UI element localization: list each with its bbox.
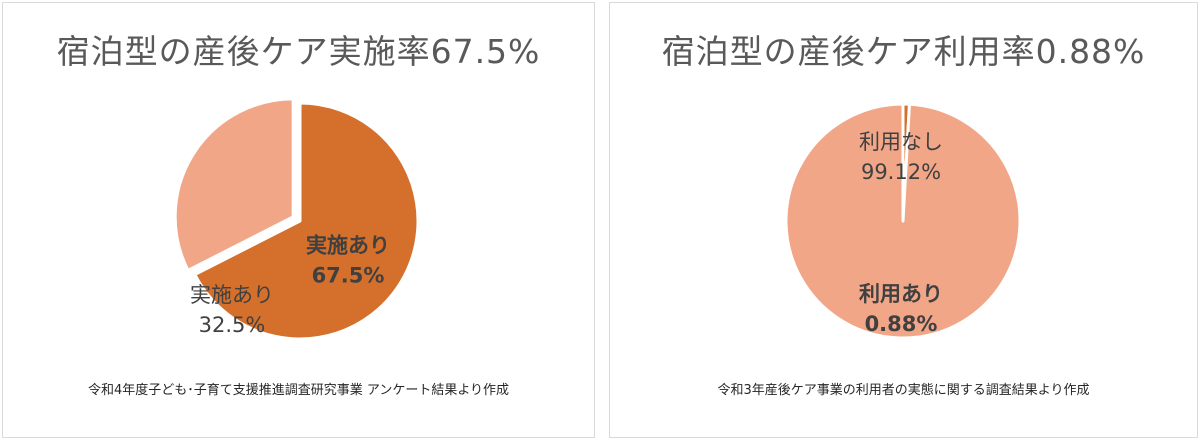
slice-value-label: 0.88% xyxy=(865,312,938,336)
slice-label: 利用あり xyxy=(859,282,943,306)
pie-slice xyxy=(193,101,420,341)
chart-panel-usage: 宿泊型の産後ケア利用率0.88% 利用あり 0.88% 利用なし 99.12% 令和3… xyxy=(609,2,1198,438)
chart-title: 宿泊型の産後ケア実施率67.5% xyxy=(56,32,541,71)
slice-label: 実施あり xyxy=(306,233,390,257)
slice-value-label: 99.12% xyxy=(861,160,941,184)
pie-slice xyxy=(784,102,1022,340)
chart-panel-implementation: 宿泊型の産後ケア実施率67.5% 実施あり 67.5% 実施あり 32.5% 令和4年… xyxy=(2,2,595,438)
slice-value-label: 32.5% xyxy=(199,313,266,337)
source-note: 令和3年産後ケア事業の利用者の実態に関する調査結果より作成 xyxy=(717,383,1090,398)
pie-slice xyxy=(173,97,295,272)
chart-title: 宿泊型の産後ケア利用率0.88% xyxy=(661,32,1146,71)
source-note: 令和4年度子ども･子育て支援推進調査研究事業 アンケート結果より作成 xyxy=(87,383,510,398)
slice-label: 利用なし xyxy=(859,130,943,154)
slice-value-label: 67.5% xyxy=(312,263,385,287)
pie-chart-usage: 利用あり 0.88% 利用なし 99.12% xyxy=(784,102,1022,340)
pie-chart-implementation: 実施あり 67.5% 実施あり 32.5% xyxy=(173,97,420,341)
slice-label: 実施あり xyxy=(190,283,274,307)
